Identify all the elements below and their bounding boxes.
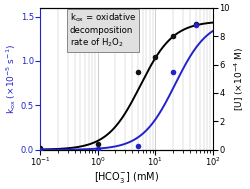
- Point: [153, 55, 157, 58]
- Point: [136, 70, 140, 73]
- Point: [171, 35, 175, 38]
- Text: k$_{\rm ox}$ = oxidative
decomposition
rate of H$_2$O$_2$: k$_{\rm ox}$ = oxidative decomposition r…: [70, 12, 136, 49]
- Point: [38, 148, 42, 151]
- Point: [171, 70, 175, 73]
- Point: [136, 144, 140, 147]
- Point: [38, 146, 42, 149]
- Point: [194, 22, 198, 25]
- Y-axis label: k$_{\rm ox}$ ($\times$10$^{-5}$ s$^{-1}$): k$_{\rm ox}$ ($\times$10$^{-5}$ s$^{-1}$…: [4, 44, 18, 114]
- Point: [194, 23, 198, 26]
- Y-axis label: [U] ($\times$10$^{-4}$ M): [U] ($\times$10$^{-4}$ M): [232, 47, 246, 111]
- Point: [96, 148, 100, 151]
- X-axis label: [HCO$_3^{-}$] (mM): [HCO$_3^{-}$] (mM): [94, 170, 159, 185]
- Point: [96, 142, 100, 145]
